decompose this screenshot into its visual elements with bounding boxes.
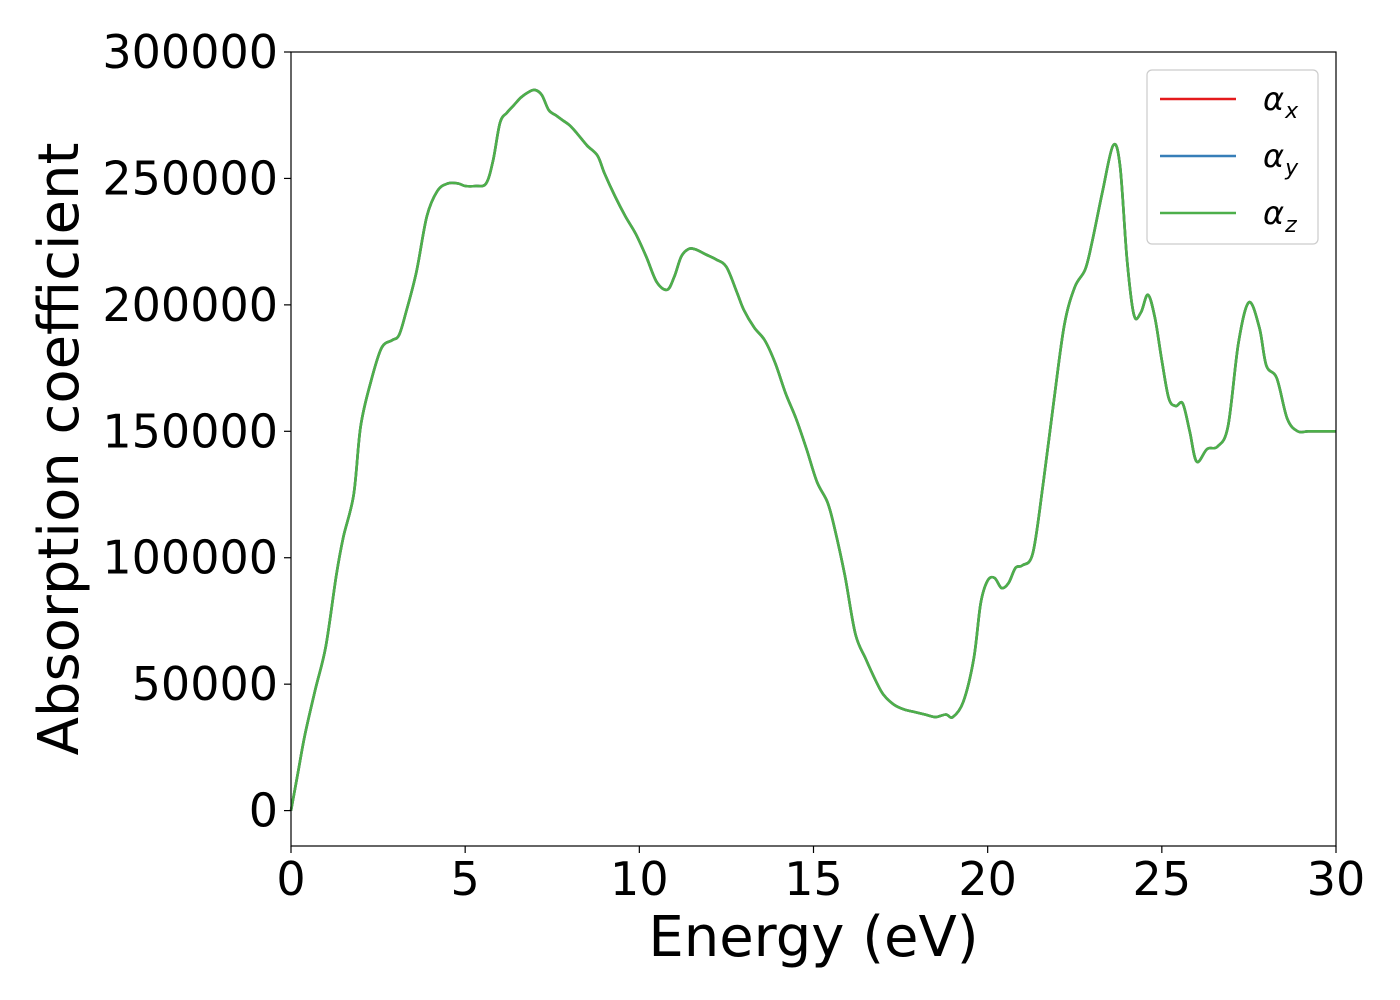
y-tick-label: 300000 xyxy=(102,25,278,79)
y-tick-label: 50000 xyxy=(132,657,278,711)
legend-entry-1: αx xyxy=(1263,80,1299,124)
series-layer xyxy=(289,88,1336,811)
x-tick-label: 0 xyxy=(276,852,305,906)
x-tick-label: 15 xyxy=(784,852,843,906)
y-tick-label: 150000 xyxy=(102,404,278,458)
y-tick-label: 100000 xyxy=(102,531,278,585)
x-tick-label: 5 xyxy=(451,852,480,906)
legend-entry-2: αy xyxy=(1263,137,1299,181)
y-tick-label: 0 xyxy=(249,784,278,838)
x-axis-label: Energy (eV) xyxy=(648,905,978,970)
legend-entry-3: αz xyxy=(1263,194,1297,238)
y-tick-label: 250000 xyxy=(102,151,278,205)
legend: αx αy αz xyxy=(1146,69,1319,245)
y-axis-ticks: 0 50000 100000 150000 200000 250000 300000 xyxy=(102,25,291,838)
y-axis-label: Absorption coefficient xyxy=(27,143,92,756)
series-line-3 xyxy=(289,88,1336,811)
x-tick-label: 25 xyxy=(1133,852,1192,906)
x-axis-ticks: 0 5 10 15 20 25 30 xyxy=(276,846,1365,906)
x-tick-label: 10 xyxy=(610,852,669,906)
y-tick-label: 200000 xyxy=(102,278,278,332)
x-tick-label: 30 xyxy=(1307,852,1366,906)
x-tick-label: 20 xyxy=(958,852,1017,906)
